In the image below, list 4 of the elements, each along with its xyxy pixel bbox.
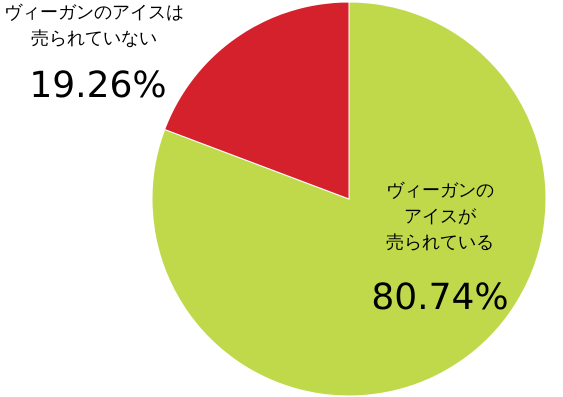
data-label: 19.26%	[29, 65, 167, 106]
slice-label: ヴィーガンのアイスは売られていない	[4, 2, 184, 49]
data-label: 80.74%	[371, 277, 509, 318]
slice-label: ヴィーガンのアイスが売られている	[386, 180, 494, 253]
